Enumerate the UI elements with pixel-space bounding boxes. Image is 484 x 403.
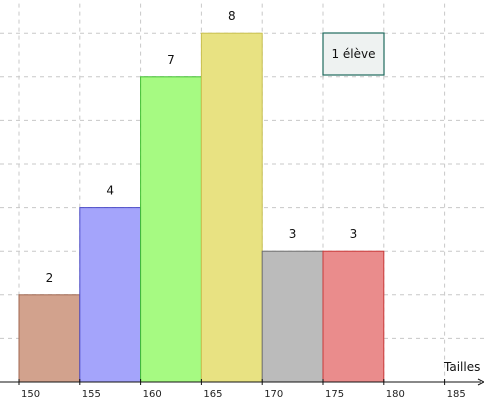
x-axis: 150 155 160 165 170 175 180 185 [0,379,484,400]
bar-value-label: 7 [167,53,175,67]
histogram-bar [19,295,80,382]
bar-value-label: 2 [46,271,54,285]
bar-value-label: 8 [228,9,236,23]
histogram-bar [323,251,384,382]
x-tick-label: 160 [143,389,162,400]
x-tick-label: 170 [264,389,283,400]
x-tick-label: 180 [386,389,405,400]
x-tick-label: 175 [325,389,344,400]
x-tick-label: 185 [447,389,466,400]
histogram-bar [201,33,262,382]
histogram-bar [141,77,202,382]
x-axis-label: Tailles [443,360,480,374]
x-tick-label: 165 [203,389,222,400]
bar-value-label: 4 [106,184,114,198]
bar-value-label: 3 [350,227,358,241]
legend: 1 élève [323,33,384,75]
x-tick-label: 150 [21,389,40,400]
legend-label: 1 élève [331,47,375,61]
histogram-bar [80,208,141,382]
x-tick-label: 155 [82,389,101,400]
histogram-bar [262,251,323,382]
bar-value-label: 3 [289,227,297,241]
